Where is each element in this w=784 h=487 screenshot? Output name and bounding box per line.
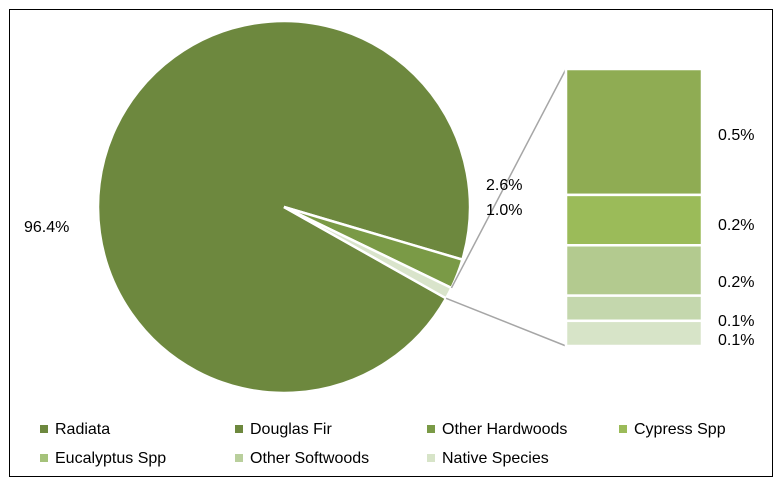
legend-swatch-3 (427, 425, 435, 433)
bar-segment-1 (564, 67, 704, 197)
legend-swatch-5 (40, 454, 48, 462)
legend-label-6: Other Softwoods (250, 450, 369, 467)
bar-segment-4 (564, 294, 704, 323)
legend-label-3: Other Hardwoods (442, 421, 567, 438)
pie-slice-3 (283, 205, 454, 301)
legend-label-1: Radiata (55, 421, 110, 438)
bar-segment-5 (564, 319, 704, 348)
pie-label-2: 2.6% (486, 177, 522, 194)
connector-line-top (450, 68, 567, 289)
bar-segment-3 (564, 244, 704, 297)
bar-label-5: 0.1% (718, 332, 754, 349)
legend-swatch-4 (619, 425, 627, 433)
pie-label-1: 96.4% (24, 219, 69, 236)
legend-swatch-1 (40, 425, 48, 433)
legend-swatch-6 (235, 454, 243, 462)
pie (96, 19, 472, 395)
legend-label-5: Eucalyptus Spp (55, 450, 166, 467)
bar-label-1: 0.5% (718, 127, 754, 144)
legend-swatch-2 (235, 425, 243, 433)
legend-swatch-7 (427, 454, 435, 462)
bar-label-2: 0.2% (718, 217, 754, 234)
legend-label-2: Douglas Fir (250, 421, 332, 438)
legend-label-7: Native Species (442, 450, 549, 467)
bar-segment-2 (564, 193, 704, 247)
connector-line-bottom (445, 297, 567, 347)
legend: Radiata Douglas Fir Other Hardwoods Cypress… (40, 421, 726, 467)
connector-lines (445, 68, 567, 347)
stacked-bar (564, 67, 704, 348)
legend-label-4: Cypress Spp (634, 421, 726, 438)
bar-label-4: 0.1% (718, 313, 754, 330)
bar-label-3: 0.2% (718, 274, 754, 291)
pie-label-3: 1.0% (486, 202, 522, 219)
data-labels: 96.4% 2.6% 1.0% 0.5% 0.2% 0.2% 0.1% 0.1% (24, 127, 754, 349)
